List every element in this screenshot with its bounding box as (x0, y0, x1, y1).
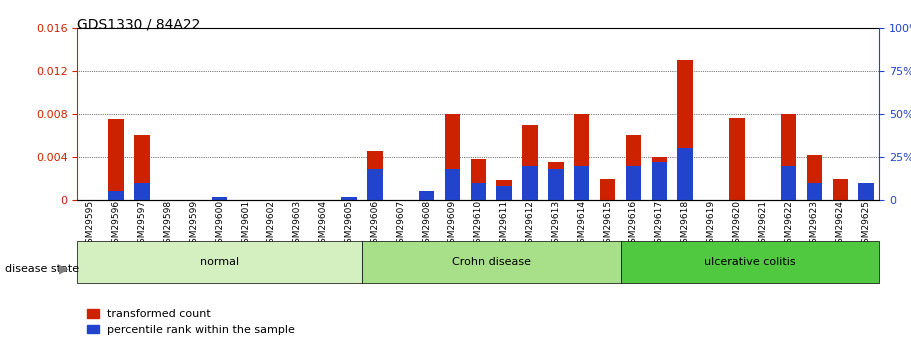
Bar (470, 159, 486, 200)
Text: GSM29598: GSM29598 (163, 200, 172, 249)
Text: GSM29625: GSM29625 (862, 200, 871, 249)
Text: ulcerative colitis: ulcerative colitis (704, 257, 795, 267)
Text: GSM29597: GSM29597 (138, 200, 147, 249)
Bar (807, 155, 823, 200)
Text: Crohn disease: Crohn disease (452, 257, 531, 267)
Text: ▶: ▶ (58, 263, 68, 276)
Text: GSM29609: GSM29609 (448, 200, 457, 249)
Bar (626, 136, 641, 200)
Bar (678, 60, 693, 200)
Bar (781, 166, 796, 200)
Text: GSM29613: GSM29613 (551, 200, 560, 249)
Text: GSM29621: GSM29621 (758, 200, 767, 249)
Text: GSM29622: GSM29622 (784, 200, 793, 249)
Text: GDS1330 / 84A22: GDS1330 / 84A22 (77, 17, 200, 31)
Text: GSM29607: GSM29607 (396, 200, 405, 249)
Text: disease state: disease state (5, 264, 78, 274)
Text: GSM29616: GSM29616 (629, 200, 638, 249)
Bar (574, 166, 589, 200)
Text: GSM29608: GSM29608 (422, 200, 431, 249)
Bar (678, 148, 693, 200)
Bar (134, 136, 149, 200)
Bar (470, 183, 486, 200)
Bar (574, 114, 589, 200)
Text: GSM29617: GSM29617 (655, 200, 664, 249)
Text: GSM29606: GSM29606 (371, 200, 379, 249)
Text: GSM29596: GSM29596 (112, 200, 121, 249)
Bar (781, 114, 796, 200)
Bar (626, 166, 641, 200)
Bar (807, 183, 823, 200)
Text: GSM29603: GSM29603 (292, 200, 302, 249)
Text: GSM29605: GSM29605 (344, 200, 353, 249)
Bar (496, 180, 512, 200)
Bar (522, 125, 537, 200)
Bar (651, 157, 667, 200)
Text: GSM29610: GSM29610 (474, 200, 483, 249)
Text: GSM29604: GSM29604 (319, 200, 328, 249)
Text: GSM29601: GSM29601 (241, 200, 250, 249)
Text: GSM29602: GSM29602 (267, 200, 276, 249)
Bar (342, 197, 357, 200)
Bar (858, 191, 874, 200)
Bar (445, 169, 460, 200)
Text: GSM29599: GSM29599 (189, 200, 199, 249)
Text: GSM29618: GSM29618 (681, 200, 690, 249)
Bar (367, 150, 383, 200)
FancyBboxPatch shape (77, 241, 362, 283)
Bar (548, 162, 564, 200)
FancyBboxPatch shape (620, 241, 879, 283)
Text: normal: normal (200, 257, 240, 267)
Bar (729, 118, 744, 200)
Bar (651, 162, 667, 200)
Text: GSM29615: GSM29615 (603, 200, 612, 249)
Bar (134, 183, 149, 200)
Bar (599, 179, 615, 200)
Bar (833, 179, 848, 200)
Text: GSM29624: GSM29624 (835, 200, 844, 249)
Text: GSM29611: GSM29611 (499, 200, 508, 249)
Text: GSM29620: GSM29620 (732, 200, 742, 249)
Bar (858, 183, 874, 200)
Legend: transformed count, percentile rank within the sample: transformed count, percentile rank withi… (83, 305, 300, 339)
Bar (522, 166, 537, 200)
Bar (548, 169, 564, 200)
Text: GSM29600: GSM29600 (215, 200, 224, 249)
Text: GSM29612: GSM29612 (526, 200, 535, 249)
FancyBboxPatch shape (362, 241, 620, 283)
Bar (445, 114, 460, 200)
Text: GSM29623: GSM29623 (810, 200, 819, 249)
Text: GSM29614: GSM29614 (578, 200, 586, 249)
Bar (419, 191, 435, 200)
Text: GSM29595: GSM29595 (86, 200, 95, 249)
Bar (496, 186, 512, 200)
Text: GSM29619: GSM29619 (707, 200, 715, 249)
Bar (367, 169, 383, 200)
Bar (108, 119, 124, 200)
Bar (108, 191, 124, 200)
Bar (212, 197, 228, 200)
